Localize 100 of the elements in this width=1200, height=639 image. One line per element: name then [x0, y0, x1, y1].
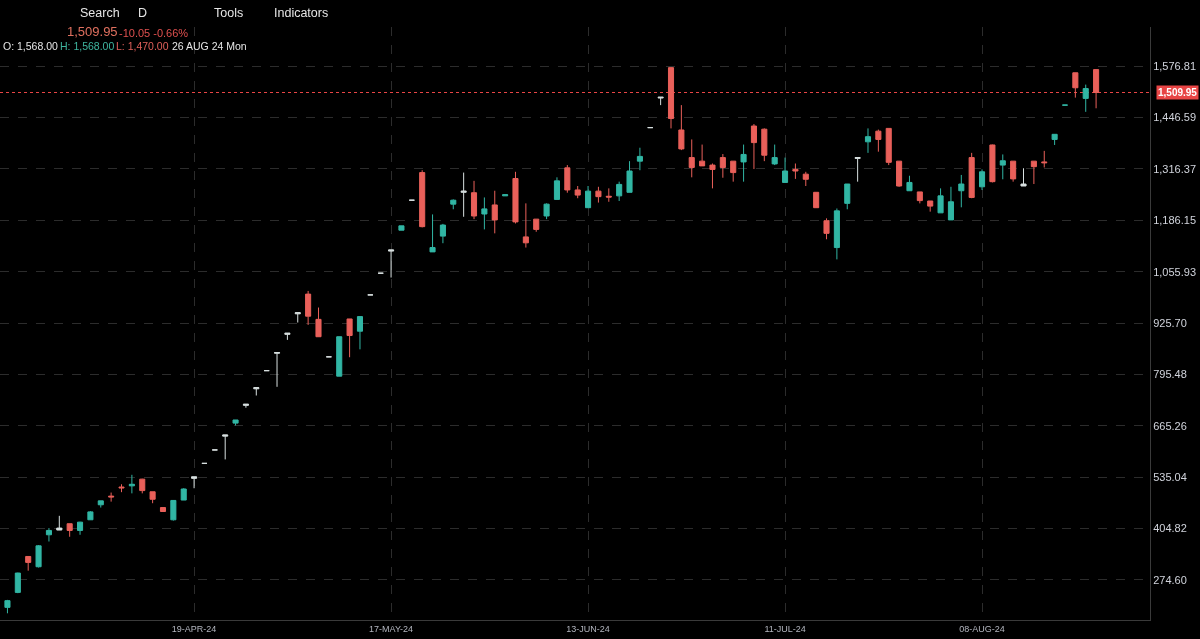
ref-line-label: 1,509.95	[1158, 87, 1198, 98]
candlestick	[574, 185, 581, 199]
candlestick	[253, 387, 260, 396]
x-tick-label: 11-JUL-24	[764, 623, 806, 634]
candlestick	[294, 312, 301, 324]
candlestick	[87, 510, 94, 521]
candlestick	[284, 332, 291, 341]
candlestick	[35, 544, 42, 569]
y-tick-label: 1,576.81	[1153, 59, 1197, 72]
candlestick	[813, 191, 820, 209]
candlestick	[657, 96, 664, 106]
candlestick	[823, 217, 830, 240]
candlestick	[595, 186, 602, 204]
candlestick	[968, 152, 975, 199]
candlestick	[222, 434, 229, 460]
candlestick	[460, 172, 467, 218]
candlestick	[533, 218, 540, 233]
candlestick	[688, 138, 695, 178]
candlestick	[750, 123, 757, 170]
candlestick	[439, 223, 446, 244]
candlestick	[128, 474, 135, 494]
candlestick	[1072, 72, 1079, 99]
candlestick	[336, 336, 343, 377]
y-tick-label: 665.26	[1153, 419, 1187, 432]
candlestick	[25, 555, 32, 572]
candlestick	[896, 160, 903, 188]
candlestick	[626, 160, 633, 193]
text: D	[138, 6, 148, 20]
candlestick	[844, 183, 851, 210]
x-tick-label: 08-AUG-24	[959, 623, 1005, 634]
candlestick	[979, 168, 986, 191]
candlestick	[191, 476, 198, 489]
annotation: L: 1,470.00	[116, 40, 169, 52]
candlestick	[315, 307, 322, 338]
candlestick	[885, 127, 892, 166]
candlestick	[667, 66, 675, 129]
candlestick	[108, 492, 115, 503]
y-tick-label: 1,316.37	[1153, 162, 1197, 175]
y-tick-label: 404.82	[1153, 522, 1187, 535]
candlestick	[875, 129, 882, 153]
candlestick	[450, 198, 457, 210]
candlestick	[1020, 167, 1027, 187]
candlestick	[470, 180, 478, 220]
candlestick	[491, 190, 498, 234]
x-tick-label: 17-MAY-24	[369, 623, 414, 634]
annotation: 26 AUG 24 Mon	[172, 40, 247, 52]
candlestick	[709, 163, 716, 189]
text: Search	[80, 6, 120, 20]
candlestick	[740, 144, 747, 183]
candlestick	[771, 144, 778, 166]
annotation: O: 1,568.00	[3, 40, 59, 52]
candlestick	[833, 207, 840, 260]
x-tick-label: 19-APR-24	[171, 623, 217, 634]
y-tick-label: 1,446.59	[1153, 111, 1197, 124]
annotation: 1,509.95	[67, 24, 118, 39]
candlestick	[937, 187, 944, 214]
candlestick	[232, 419, 239, 426]
y-tick-label: 925.70	[1153, 316, 1187, 329]
candlestick	[388, 249, 395, 279]
candlestick	[346, 318, 353, 358]
candlestick	[77, 521, 84, 536]
candlestick	[429, 213, 436, 253]
candlestick	[605, 187, 612, 203]
candlestick	[543, 202, 550, 220]
candlestick	[97, 500, 104, 509]
candlestick	[118, 483, 125, 493]
candlestick	[1030, 160, 1037, 185]
candlestick	[699, 144, 706, 167]
candlestick	[522, 202, 529, 249]
y-tick-label: 274.60	[1153, 573, 1187, 586]
candlestick	[1093, 69, 1100, 109]
candlestick	[1082, 84, 1089, 113]
y-tick-label: 535.04	[1153, 471, 1187, 484]
candlestick	[139, 478, 146, 494]
y-tick-label: 795.48	[1153, 368, 1187, 381]
candlestick	[419, 169, 426, 228]
candlestick	[958, 174, 965, 208]
candlestick	[14, 572, 21, 594]
y-tick-label: 1,055.93	[1153, 265, 1197, 278]
candlestick	[149, 491, 156, 504]
candlestick	[730, 160, 737, 183]
candlestick	[927, 200, 934, 213]
candlestick	[159, 507, 167, 512]
annotation: H: 1,568.00	[60, 40, 115, 52]
candlestick	[999, 153, 1006, 180]
x-tick-label: 13-JUN-24	[566, 623, 610, 634]
annotation: -10.05 -0.66%	[119, 27, 189, 39]
candlestick	[4, 599, 11, 614]
candlestick	[305, 290, 312, 326]
candlestick	[761, 127, 768, 162]
candlestick	[1051, 133, 1058, 146]
candlestick	[356, 316, 364, 350]
text: Tools	[214, 6, 244, 20]
candlestick	[66, 523, 73, 538]
candlestick	[678, 104, 685, 151]
candlestick	[273, 352, 281, 388]
candlestick	[947, 186, 954, 221]
candlestick	[802, 171, 809, 187]
candlestick	[782, 157, 789, 183]
candlestick	[916, 191, 923, 204]
